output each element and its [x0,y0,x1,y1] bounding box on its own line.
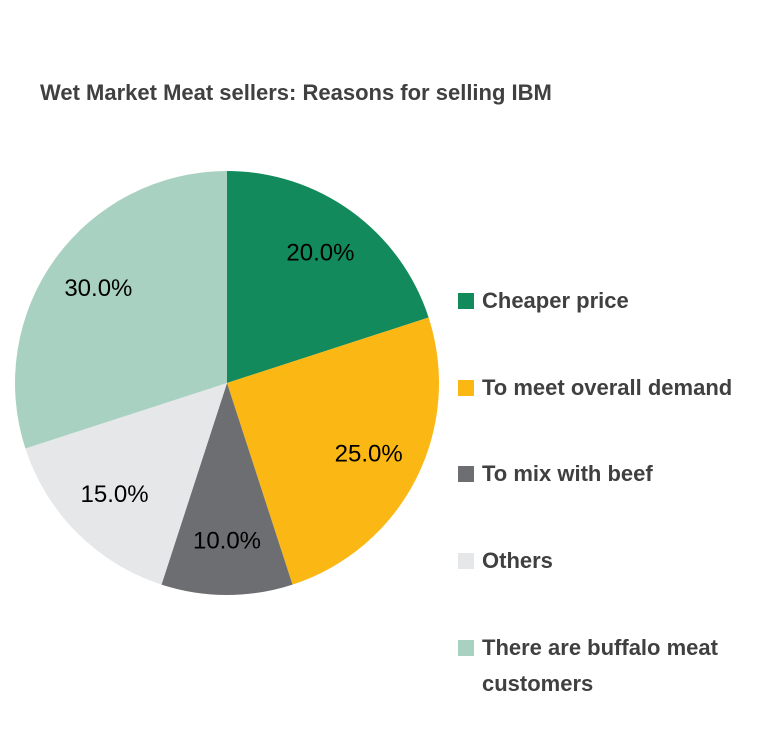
legend-label: Cheaper price [482,288,629,313]
pie-slice [25,383,227,585]
value-label: 10.0% [193,527,261,554]
pie-slice [14,171,228,449]
legend-item: There are buffalo meat customers [458,630,758,702]
chart-title: Wet Market Meat sellers: Reasons for sel… [40,80,552,105]
legend-item: Others [458,543,758,579]
legend-label: There are buffalo meat customers [482,634,718,696]
legend-label: To mix with beef [482,461,653,487]
legend-swatch [458,639,474,656]
pie-slice [227,317,439,585]
value-label: 15.0% [81,481,149,508]
pie-slice [227,171,429,383]
legend-item: Cheaper price [458,283,758,319]
value-label: 25.0% [335,441,403,468]
legend-swatch [458,466,474,483]
legend-label: Others [482,548,553,574]
legend-swatch [458,553,474,570]
legend-label: To meet overall demand [482,374,733,400]
legend-swatch [458,379,474,396]
value-label: 30.0% [64,275,132,302]
pie-slice [161,383,293,595]
legend-swatch [458,293,474,309]
legend-item: To mix with beef [458,456,758,492]
legend-item: To meet overall demand [458,370,758,406]
value-label: 20.0% [286,240,354,267]
